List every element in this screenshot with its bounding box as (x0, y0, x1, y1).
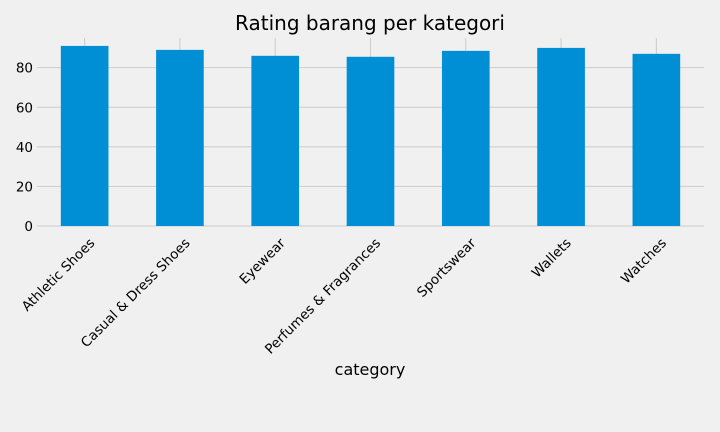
y-tick-label: 60 (16, 100, 33, 116)
x-tick-label: Athletic Shoes (19, 235, 98, 314)
y-axis-ticks: 0 20 40 60 80 (16, 61, 33, 235)
x-tick-label: Sportswear (414, 235, 480, 301)
bar (632, 53, 681, 227)
bar (537, 47, 585, 226)
bar (346, 56, 395, 226)
x-tick-label: Watches (618, 235, 670, 287)
y-tick-label: 80 (16, 61, 33, 77)
y-tick-label: 20 (16, 179, 33, 195)
y-tick-label: 0 (24, 219, 33, 235)
bars (60, 45, 681, 227)
bar (251, 55, 300, 226)
x-tick-label: Wallets (529, 235, 575, 281)
x-tick-label: Casual & Dress Shoes (78, 235, 194, 351)
bar (156, 49, 204, 226)
chart-title: Rating barang per kategori (235, 11, 505, 35)
y-tick-label: 40 (16, 140, 33, 156)
bar (60, 45, 109, 227)
x-tick-label: Eyewear (237, 235, 290, 288)
x-axis-label: category (335, 360, 406, 379)
bar (441, 50, 490, 226)
